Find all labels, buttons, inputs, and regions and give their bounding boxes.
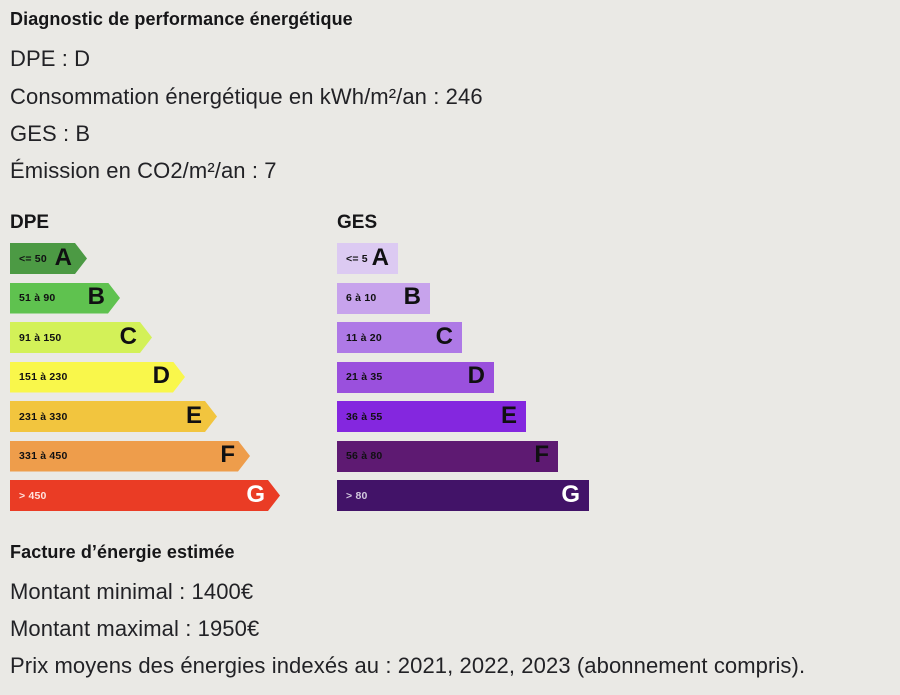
dpe-bar-c-grade-letter: C bbox=[119, 322, 137, 350]
ges-bar-g-grade-letter: G bbox=[561, 480, 580, 508]
ges-bar-e-range: 36 à 55 bbox=[346, 410, 383, 423]
ges-bar-d: 21 à 35 D bbox=[337, 361, 494, 393]
ges-bar-a-range: <= 5 bbox=[346, 252, 368, 265]
ges-chart-title: GES bbox=[337, 212, 378, 233]
dpe-bar-c: 91 à 150 C bbox=[10, 322, 152, 353]
ges-bar-f: 56 à 80 F bbox=[337, 440, 558, 472]
ges-bar-g: > 80 G bbox=[337, 480, 589, 511]
dpe-grade-line: DPE : D bbox=[10, 46, 91, 71]
estimate-max-line: Montant maximal : 1950€ bbox=[10, 616, 260, 641]
ges-grade-line: GES : B bbox=[10, 121, 91, 146]
dpe-bar-e: 231 à 330 E bbox=[10, 401, 217, 432]
dpe-bar-g-grade-letter: G bbox=[246, 480, 265, 508]
dpe-bar-b-range: 51 à 90 bbox=[19, 292, 56, 304]
dpe-bar-a-range: <= 50 bbox=[19, 252, 47, 265]
page-title: Diagnostic de performance énergétique bbox=[10, 9, 353, 29]
dpe-bar-a-grade-letter: A bbox=[54, 243, 72, 271]
dpe-bar-e-grade-letter: E bbox=[185, 401, 202, 429]
estimate-min-line: Montant minimal : 1400€ bbox=[10, 579, 254, 604]
dpe-bar-g: > 450 G bbox=[10, 480, 280, 511]
ges-bar-b: 6 à 10 B bbox=[337, 282, 430, 314]
ges-bar-g-range: > 80 bbox=[346, 489, 368, 502]
dpe-bar-c-range: 91 à 150 bbox=[19, 331, 62, 344]
emission-line: Émission en CO2/m²/an : 7 bbox=[10, 158, 277, 183]
dpe-bar-f-grade-letter: F bbox=[220, 441, 235, 468]
ges-bar-b-range: 6 à 10 bbox=[346, 292, 377, 304]
ges-bar-e-grade-letter: E bbox=[500, 401, 517, 429]
dpe-bar-g-range: > 450 bbox=[19, 489, 47, 502]
ges-bar-e: 36 à 55 E bbox=[337, 401, 526, 432]
dpe-bar-d-grade-letter: D bbox=[152, 362, 170, 389]
dpe-bar-f: 331 à 450 F bbox=[10, 441, 250, 472]
dpe-bar-a: <= 50 A bbox=[10, 243, 87, 274]
ges-bar-a-grade-letter: A bbox=[371, 243, 389, 271]
ges-bar-c-range: 11 à 20 bbox=[346, 331, 382, 344]
dpe-bar-b: 51 à 90 B bbox=[10, 283, 120, 314]
ges-bar-f-range: 56 à 80 bbox=[346, 450, 383, 462]
ges-bar-c: 11 à 20 C bbox=[337, 322, 462, 353]
estimate-title: Facture d’énergie estimée bbox=[10, 542, 235, 562]
estimate-prices-line: Prix moyens des énergies indexés au : 20… bbox=[10, 653, 806, 678]
dpe-chart-title: DPE bbox=[10, 212, 50, 233]
consumption-line: Consommation énergétique en kWh/m²/an : … bbox=[10, 84, 483, 109]
dpe-bar-f-range: 331 à 450 bbox=[19, 450, 68, 462]
ges-bar-d-grade-letter: D bbox=[467, 362, 485, 389]
dpe-bar-e-range: 231 à 330 bbox=[19, 410, 68, 423]
ges-bar-b-grade-letter: B bbox=[403, 283, 421, 310]
ges-bar-c-grade-letter: C bbox=[435, 322, 453, 350]
ges-bar-d-range: 21 à 35 bbox=[346, 371, 383, 383]
ges-bar-f-grade-letter: F bbox=[534, 441, 549, 468]
dpe-bar-b-grade-letter: B bbox=[87, 283, 105, 310]
dpe-bar-d: 151 à 230 D bbox=[10, 362, 185, 393]
dpe-bar-d-range: 151 à 230 bbox=[19, 371, 68, 383]
